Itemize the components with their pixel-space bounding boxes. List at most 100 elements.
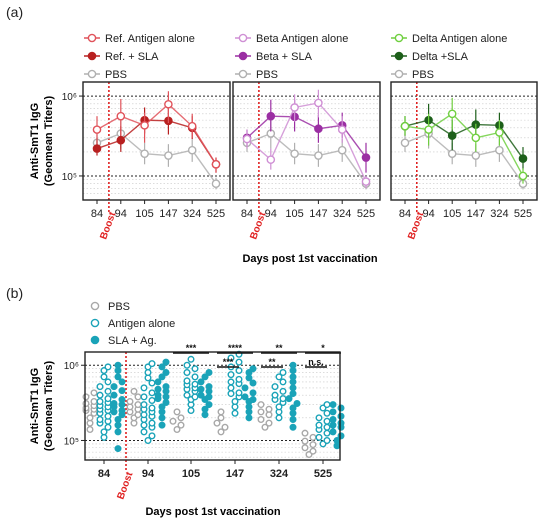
- data-point: [158, 373, 166, 381]
- data-point: [116, 135, 126, 145]
- legend-label: PBS: [105, 69, 127, 81]
- legend-entry: Delta Antigen alone: [391, 33, 507, 45]
- data-point: [205, 383, 213, 391]
- x-tick-label: 324: [333, 208, 351, 220]
- series: [400, 97, 528, 184]
- legend-label: Delta +SLA: [412, 51, 469, 63]
- series: [92, 91, 221, 173]
- x-tick-label: 147: [226, 468, 244, 480]
- data-point: [301, 429, 309, 437]
- data-point: [314, 151, 323, 160]
- data-point: [235, 375, 243, 383]
- data-point: [164, 99, 173, 109]
- legend-label: Beta Antigen alone: [256, 33, 348, 45]
- data-point: [242, 134, 252, 144]
- x-tick-label: 94: [265, 208, 277, 220]
- data-point: [329, 416, 337, 424]
- data-point: [183, 361, 191, 369]
- data-point: [177, 414, 185, 422]
- data-point: [191, 393, 199, 401]
- data-point: [261, 423, 269, 431]
- data-point: [104, 378, 112, 386]
- data-point: [183, 377, 191, 385]
- data-point: [104, 387, 112, 395]
- data-point: [118, 387, 126, 395]
- data-point: [114, 373, 122, 381]
- data-point: [148, 360, 156, 368]
- data-point: [323, 429, 331, 437]
- data-point: [187, 355, 195, 363]
- data-point: [290, 149, 299, 158]
- data-point: [211, 159, 221, 169]
- data-point: [293, 400, 301, 408]
- data-point: [96, 397, 104, 405]
- legend-entry: PBS: [391, 69, 434, 81]
- x-tick-label: 105: [135, 208, 153, 220]
- legend-label: PBS: [412, 69, 434, 81]
- data-point: [140, 401, 148, 409]
- data-point: [162, 369, 170, 377]
- series: [242, 89, 371, 189]
- x-tick-label: 84: [241, 208, 253, 220]
- data-point: [227, 378, 235, 386]
- data-point: [110, 400, 118, 408]
- data-point: [118, 407, 126, 415]
- series: [242, 120, 371, 190]
- data-point: [266, 155, 276, 164]
- data-point: [289, 404, 297, 412]
- data-point: [447, 109, 457, 119]
- data-point: [217, 408, 225, 416]
- data-point: [323, 423, 331, 431]
- data-point: [148, 404, 156, 412]
- data-point: [227, 371, 235, 379]
- series: [92, 120, 221, 190]
- data-point: [217, 414, 225, 422]
- data-point: [92, 144, 102, 153]
- series: [96, 350, 331, 448]
- data-point: [257, 408, 265, 416]
- data-point: [191, 365, 199, 373]
- data-point: [235, 389, 243, 397]
- x-tick-label: 105: [182, 468, 200, 480]
- legend-marker: [90, 301, 100, 311]
- data-point: [279, 369, 287, 377]
- data-point: [82, 400, 90, 408]
- x-axis-label: Days post 1st vaccination: [242, 253, 377, 265]
- data-point: [495, 128, 504, 137]
- data-point: [265, 405, 273, 413]
- x-tick-label: 324: [490, 208, 508, 220]
- plot-frame: [390, 81, 538, 201]
- data-point: [271, 391, 279, 399]
- data-point: [361, 153, 371, 162]
- data-point: [154, 378, 162, 386]
- x-tick-label: 324: [270, 468, 289, 480]
- data-point: [205, 369, 213, 377]
- data-point: [265, 419, 273, 427]
- y-axis-label: Anti-SmT1 IgG: [29, 368, 41, 444]
- x-axis-label: Days post 1st vaccination: [145, 506, 280, 518]
- data-point: [309, 441, 317, 449]
- data-point: [249, 396, 257, 404]
- data-point: [86, 425, 94, 433]
- data-point: [148, 396, 156, 404]
- data-point: [134, 401, 142, 409]
- significance-label: **: [268, 357, 276, 367]
- data-point: [241, 384, 249, 392]
- data-point: [140, 384, 148, 392]
- data-point: [197, 378, 205, 386]
- data-point: [227, 384, 235, 392]
- data-point: [329, 421, 337, 429]
- legend-label: Delta Antigen alone: [412, 33, 507, 45]
- data-point: [173, 425, 181, 433]
- data-point: [471, 133, 481, 143]
- data-point: [337, 432, 345, 440]
- x-tick-label: 94: [142, 468, 155, 480]
- x-tick-label: 94: [115, 208, 127, 220]
- data-point: [323, 417, 331, 425]
- data-point: [361, 177, 371, 186]
- data-point: [213, 419, 221, 427]
- data-point: [241, 393, 249, 401]
